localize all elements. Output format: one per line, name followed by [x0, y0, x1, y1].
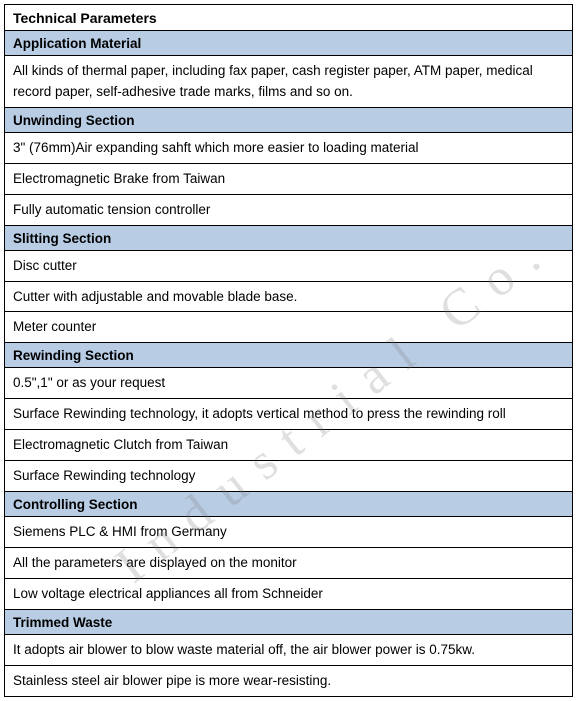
table-row: Electromagnetic Clutch from Taiwan	[5, 430, 573, 461]
section-header: Unwinding Section	[5, 107, 573, 132]
table-row: Siemens PLC & HMI from Germany	[5, 517, 573, 548]
table-row: All the parameters are displayed on the …	[5, 547, 573, 578]
table-row: Fully automatic tension controller	[5, 194, 573, 225]
table-row: Meter counter	[5, 312, 573, 343]
table-row: Cutter with adjustable and movable blade…	[5, 281, 573, 312]
table-row: Disc cutter	[5, 250, 573, 281]
section-header: Rewinding Section	[5, 343, 573, 368]
table-row: It adopts air blower to blow waste mater…	[5, 634, 573, 665]
table-row: Low voltage electrical appliances all fr…	[5, 578, 573, 609]
table-row: Surface Rewinding technology, it adopts …	[5, 399, 573, 430]
table-row: 0.5",1" or as your request	[5, 368, 573, 399]
table-row: Stainless steel air blower pipe is more …	[5, 665, 573, 696]
table-body: Technical ParametersApplication Material…	[5, 5, 573, 697]
table-row: 3" (76mm)Air expanding sahft which more …	[5, 132, 573, 163]
section-header: Application Material	[5, 31, 573, 56]
table-title: Technical Parameters	[5, 5, 573, 31]
table-row: Electromagnetic Brake from Taiwan	[5, 163, 573, 194]
section-header: Slitting Section	[5, 225, 573, 250]
section-header: Trimmed Waste	[5, 609, 573, 634]
parameters-table: Technical ParametersApplication Material…	[4, 4, 573, 697]
table-row: Surface Rewinding technology	[5, 461, 573, 492]
table-row: All kinds of thermal paper, including fa…	[5, 56, 573, 108]
